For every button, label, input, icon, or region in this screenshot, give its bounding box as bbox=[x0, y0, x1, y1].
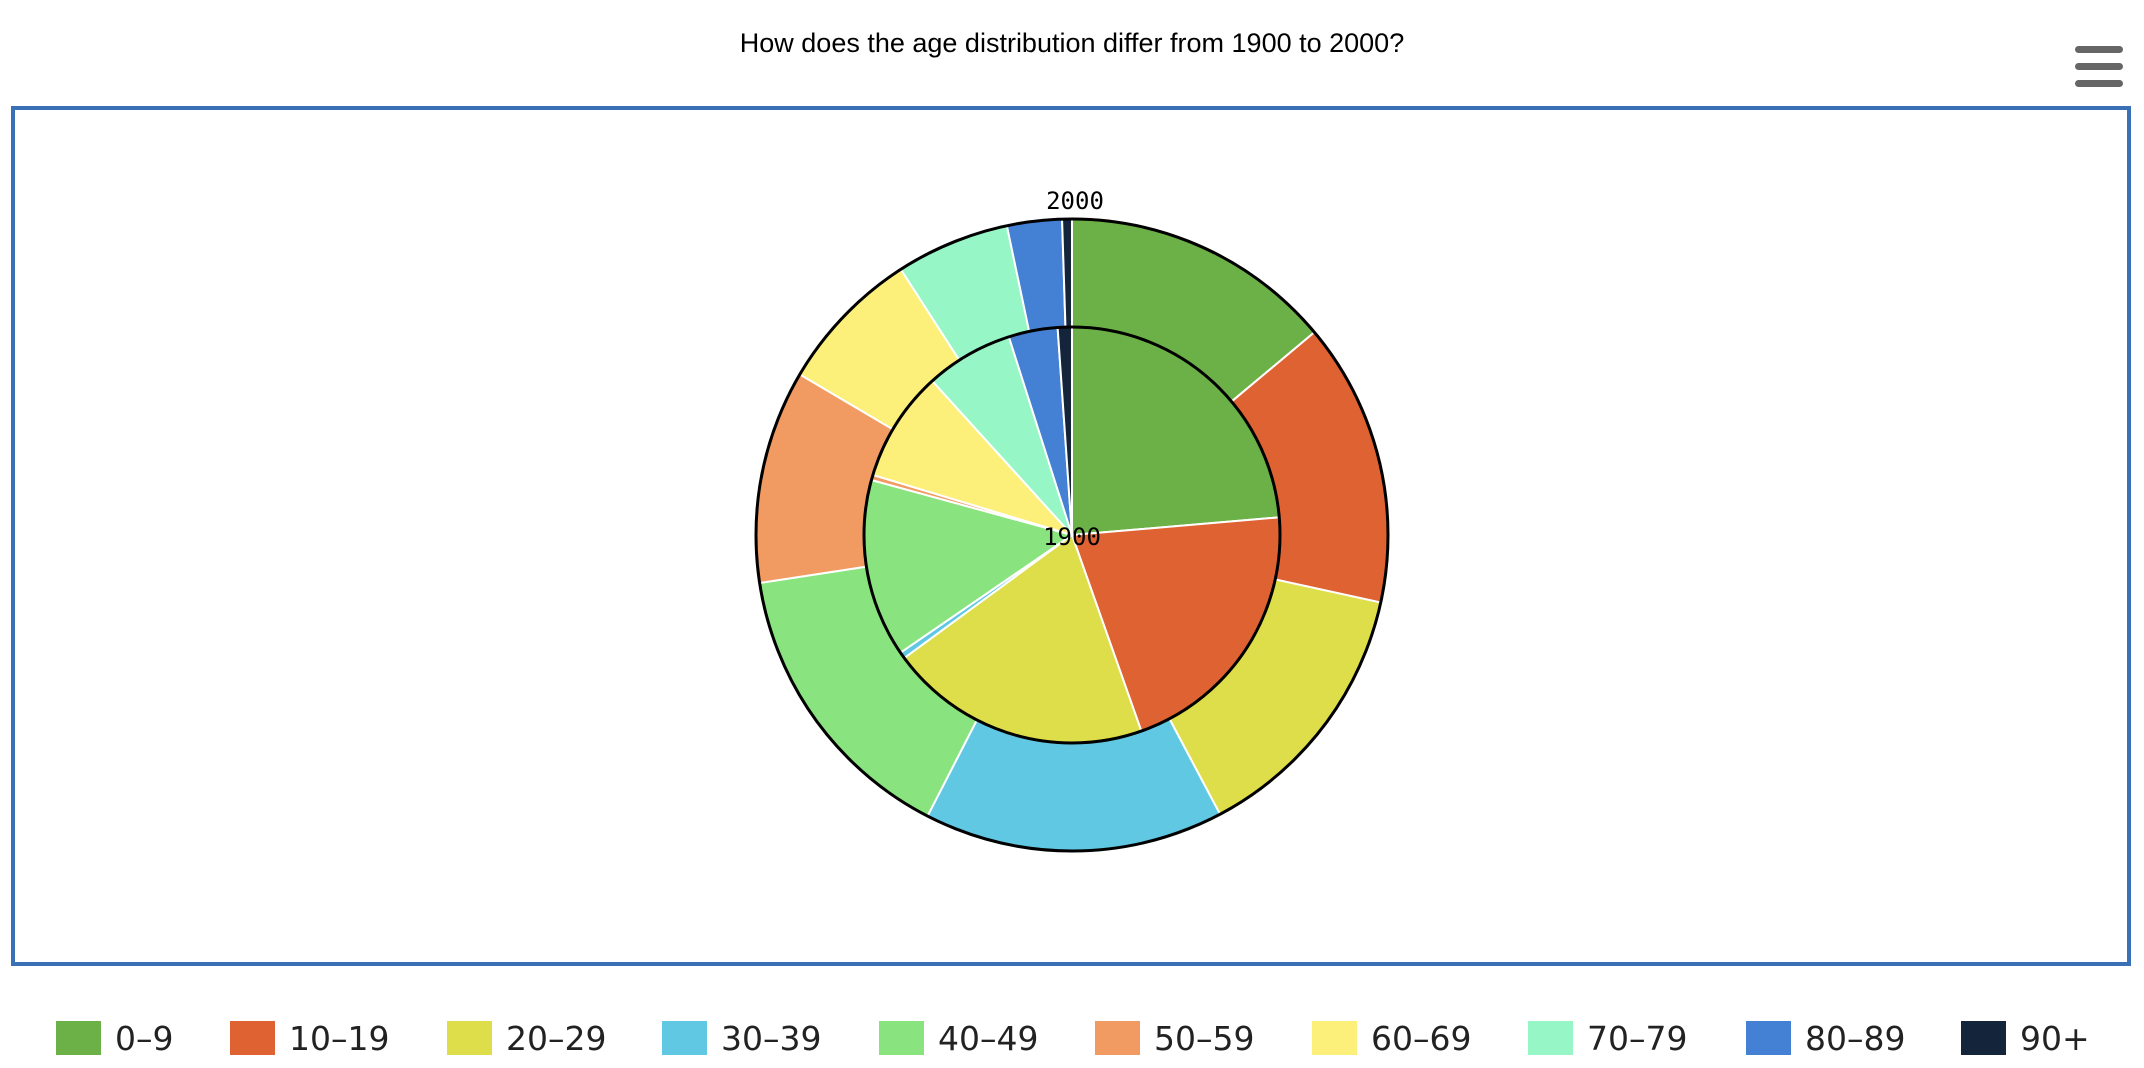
legend-swatch bbox=[1095, 1021, 1140, 1055]
legend: 0–9 10–19 20–29 30–39 40–49 50–59 60–69 70–79 80… bbox=[56, 1018, 2116, 1058]
legend-item-2[interactable]: 20–29 bbox=[447, 1018, 606, 1058]
legend-item-4[interactable]: 40–49 bbox=[879, 1018, 1038, 1058]
hamburger-menu-icon[interactable] bbox=[2075, 46, 2123, 88]
legend-item-9[interactable]: 90+ bbox=[1961, 1018, 2090, 1058]
inner-ring-border bbox=[862, 325, 1282, 745]
legend-item-5[interactable]: 50–59 bbox=[1095, 1018, 1254, 1058]
legend-label: 70–79 bbox=[1587, 1018, 1688, 1058]
legend-swatch bbox=[662, 1021, 707, 1055]
chart-frame bbox=[11, 106, 2131, 966]
legend-item-3[interactable]: 30–39 bbox=[662, 1018, 821, 1058]
legend-item-7[interactable]: 70–79 bbox=[1528, 1018, 1687, 1058]
legend-label: 40–49 bbox=[938, 1018, 1039, 1058]
outer-ring-border bbox=[754, 217, 1390, 853]
outer-ring-label: 2000 bbox=[1046, 187, 1104, 215]
legend-item-1[interactable]: 10–19 bbox=[230, 1018, 389, 1058]
legend-swatch bbox=[56, 1021, 101, 1055]
legend-label: 30–39 bbox=[721, 1018, 822, 1058]
legend-swatch bbox=[1746, 1021, 1791, 1055]
legend-item-0[interactable]: 0–9 bbox=[56, 1018, 174, 1058]
legend-label: 50–59 bbox=[1154, 1018, 1255, 1058]
legend-swatch bbox=[230, 1021, 275, 1055]
legend-item-6[interactable]: 60–69 bbox=[1312, 1018, 1471, 1058]
legend-label: 0–9 bbox=[115, 1018, 174, 1058]
legend-swatch bbox=[879, 1021, 924, 1055]
chart-title: How does the age distribution differ fro… bbox=[739, 28, 1405, 58]
legend-label: 80–89 bbox=[1805, 1018, 1906, 1058]
legend-swatch bbox=[1961, 1021, 2006, 1055]
legend-label: 10–19 bbox=[289, 1018, 390, 1058]
inner-ring-label: 1900 bbox=[1043, 523, 1101, 551]
legend-label: 90+ bbox=[2020, 1018, 2090, 1058]
legend-item-8[interactable]: 80–89 bbox=[1746, 1018, 1905, 1058]
legend-swatch bbox=[447, 1021, 492, 1055]
legend-label: 60–69 bbox=[1371, 1018, 1472, 1058]
legend-swatch bbox=[1528, 1021, 1573, 1055]
legend-swatch bbox=[1312, 1021, 1357, 1055]
legend-label: 20–29 bbox=[506, 1018, 607, 1058]
